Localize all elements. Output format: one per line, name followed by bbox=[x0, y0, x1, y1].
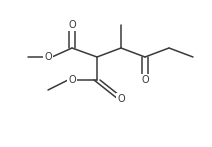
Text: O: O bbox=[68, 20, 76, 30]
Text: O: O bbox=[117, 94, 125, 104]
Text: O: O bbox=[68, 75, 76, 85]
Text: O: O bbox=[44, 52, 52, 62]
Text: O: O bbox=[141, 75, 149, 85]
